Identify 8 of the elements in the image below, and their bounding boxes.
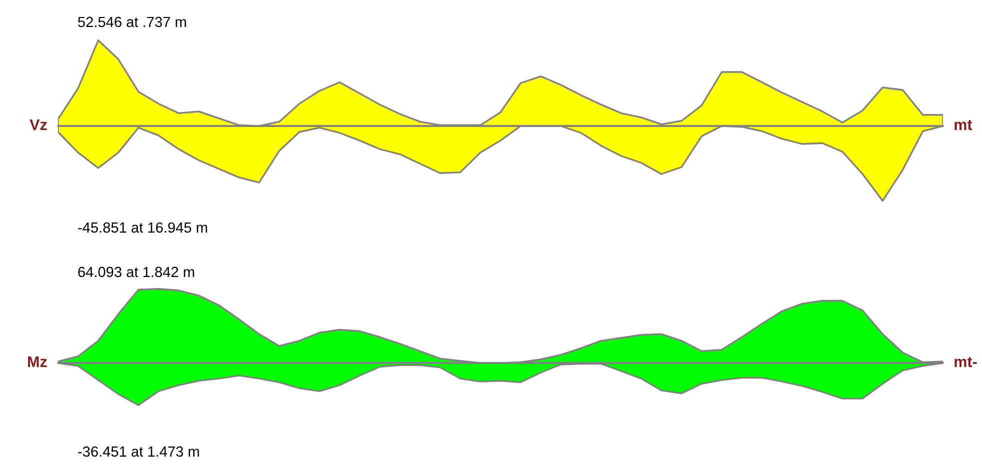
text: 52.546 at .737 m	[78, 16, 186, 28]
y-axis-title: Vz	[30, 119, 47, 130]
y2-axis-title: mt	[954, 120, 972, 130]
text: -45.851 at 16.945 m	[78, 222, 208, 233]
y-axis-title: Mz	[28, 356, 47, 367]
text: -36.451 at 1.473 m	[78, 446, 199, 457]
text: 64.093 at 1.842 m	[78, 266, 194, 278]
y2-axis-title: mt-	[954, 356, 977, 368]
